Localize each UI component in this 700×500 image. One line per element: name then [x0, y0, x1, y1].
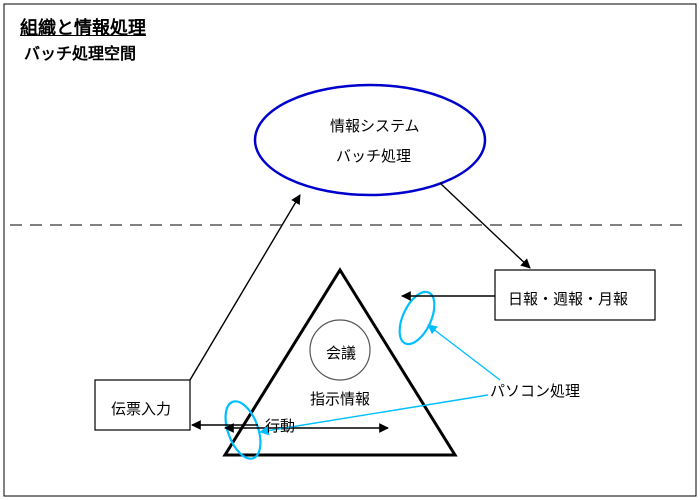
- ellipse-label-2: バッチ処理: [336, 145, 411, 166]
- diagram-canvas: 組織と情報処理 バッチ処理空間 情報システム バッチ処理 日報・週報・月報 伝票…: [0, 0, 700, 500]
- ellipse-label-1: 情報システム: [330, 115, 420, 136]
- box-report-label: 日報・週報・月報: [508, 288, 628, 309]
- label-pc: パソコン処理: [490, 380, 580, 401]
- box-slip-label: 伝票入力: [111, 398, 171, 419]
- label-instructions: 指示情報: [310, 388, 370, 409]
- title-main: 組織と情報処理: [20, 14, 146, 40]
- circle-meeting-label: 会議: [326, 342, 356, 363]
- svg-layer: [0, 0, 700, 500]
- title-sub: バッチ処理空間: [24, 40, 136, 64]
- label-action: 行動: [265, 415, 295, 436]
